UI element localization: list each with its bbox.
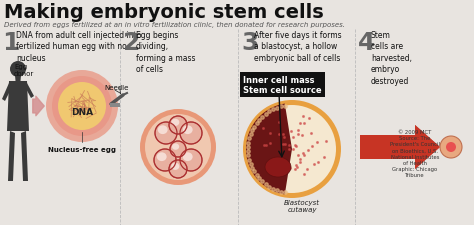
Ellipse shape xyxy=(46,71,118,142)
Text: Blastocyst
cutaway: Blastocyst cutaway xyxy=(284,199,320,212)
Polygon shape xyxy=(24,84,34,99)
Ellipse shape xyxy=(248,106,336,193)
Polygon shape xyxy=(360,126,440,169)
Ellipse shape xyxy=(140,110,216,185)
Ellipse shape xyxy=(58,83,106,130)
Ellipse shape xyxy=(169,160,187,178)
Text: DNA from adult cell injected into
fertilized human egg with no
nucleus: DNA from adult cell injected into fertil… xyxy=(16,31,141,63)
FancyBboxPatch shape xyxy=(110,104,120,108)
Ellipse shape xyxy=(446,142,456,152)
Ellipse shape xyxy=(180,149,202,171)
Ellipse shape xyxy=(172,144,179,150)
Polygon shape xyxy=(360,126,440,169)
Ellipse shape xyxy=(243,101,341,198)
Polygon shape xyxy=(360,126,440,169)
Polygon shape xyxy=(246,104,292,195)
Ellipse shape xyxy=(154,149,176,171)
Text: Derived from eggs fertilized at an in vitro fertilization clinic, then donated f: Derived from eggs fertilized at an in vi… xyxy=(4,22,345,28)
Polygon shape xyxy=(360,126,440,169)
Text: Nucleus-free egg: Nucleus-free egg xyxy=(48,146,116,152)
Polygon shape xyxy=(21,131,28,181)
Text: Stem
cells are
harvested,
embryo
destroyed: Stem cells are harvested, embryo destroy… xyxy=(371,31,412,86)
Polygon shape xyxy=(7,82,29,131)
Ellipse shape xyxy=(265,157,291,177)
Ellipse shape xyxy=(155,122,177,144)
Text: After five days it forms
a blastocyst, a hollow
embryonic ball of cells: After five days it forms a blastocyst, a… xyxy=(254,31,342,63)
Circle shape xyxy=(10,62,26,78)
Polygon shape xyxy=(360,126,440,169)
Text: 4: 4 xyxy=(358,31,375,55)
Ellipse shape xyxy=(171,119,179,126)
Text: 1: 1 xyxy=(2,31,19,55)
Polygon shape xyxy=(2,84,12,101)
Text: 2: 2 xyxy=(123,31,140,55)
Ellipse shape xyxy=(183,153,192,161)
Text: DNA: DNA xyxy=(71,108,93,117)
Polygon shape xyxy=(360,126,440,169)
FancyArrowPatch shape xyxy=(33,97,44,116)
Text: 3: 3 xyxy=(241,31,258,55)
Ellipse shape xyxy=(158,126,168,135)
Text: Egg
donor: Egg donor xyxy=(14,64,34,77)
Text: © 2009 MCT
Source: The
President's Council
on Bioethics, U.S.
National Institute: © 2009 MCT Source: The President's Counc… xyxy=(390,129,440,178)
Text: Inner cell mass
Stem cell source: Inner cell mass Stem cell source xyxy=(243,76,322,95)
Ellipse shape xyxy=(157,153,167,161)
Ellipse shape xyxy=(170,141,186,157)
Polygon shape xyxy=(360,126,440,169)
Ellipse shape xyxy=(52,77,112,136)
Ellipse shape xyxy=(183,126,192,135)
Text: Needle: Needle xyxy=(105,85,129,91)
Polygon shape xyxy=(8,131,15,181)
Ellipse shape xyxy=(180,122,202,144)
Ellipse shape xyxy=(169,117,187,134)
Ellipse shape xyxy=(145,115,211,180)
Text: Making embryonic stem cells: Making embryonic stem cells xyxy=(4,3,324,22)
Polygon shape xyxy=(15,76,21,82)
Ellipse shape xyxy=(440,136,462,158)
Ellipse shape xyxy=(171,163,179,170)
Polygon shape xyxy=(360,126,440,169)
Text: Egg begins
dividing,
forming a mass
of cells: Egg begins dividing, forming a mass of c… xyxy=(136,31,195,74)
Polygon shape xyxy=(360,126,440,169)
